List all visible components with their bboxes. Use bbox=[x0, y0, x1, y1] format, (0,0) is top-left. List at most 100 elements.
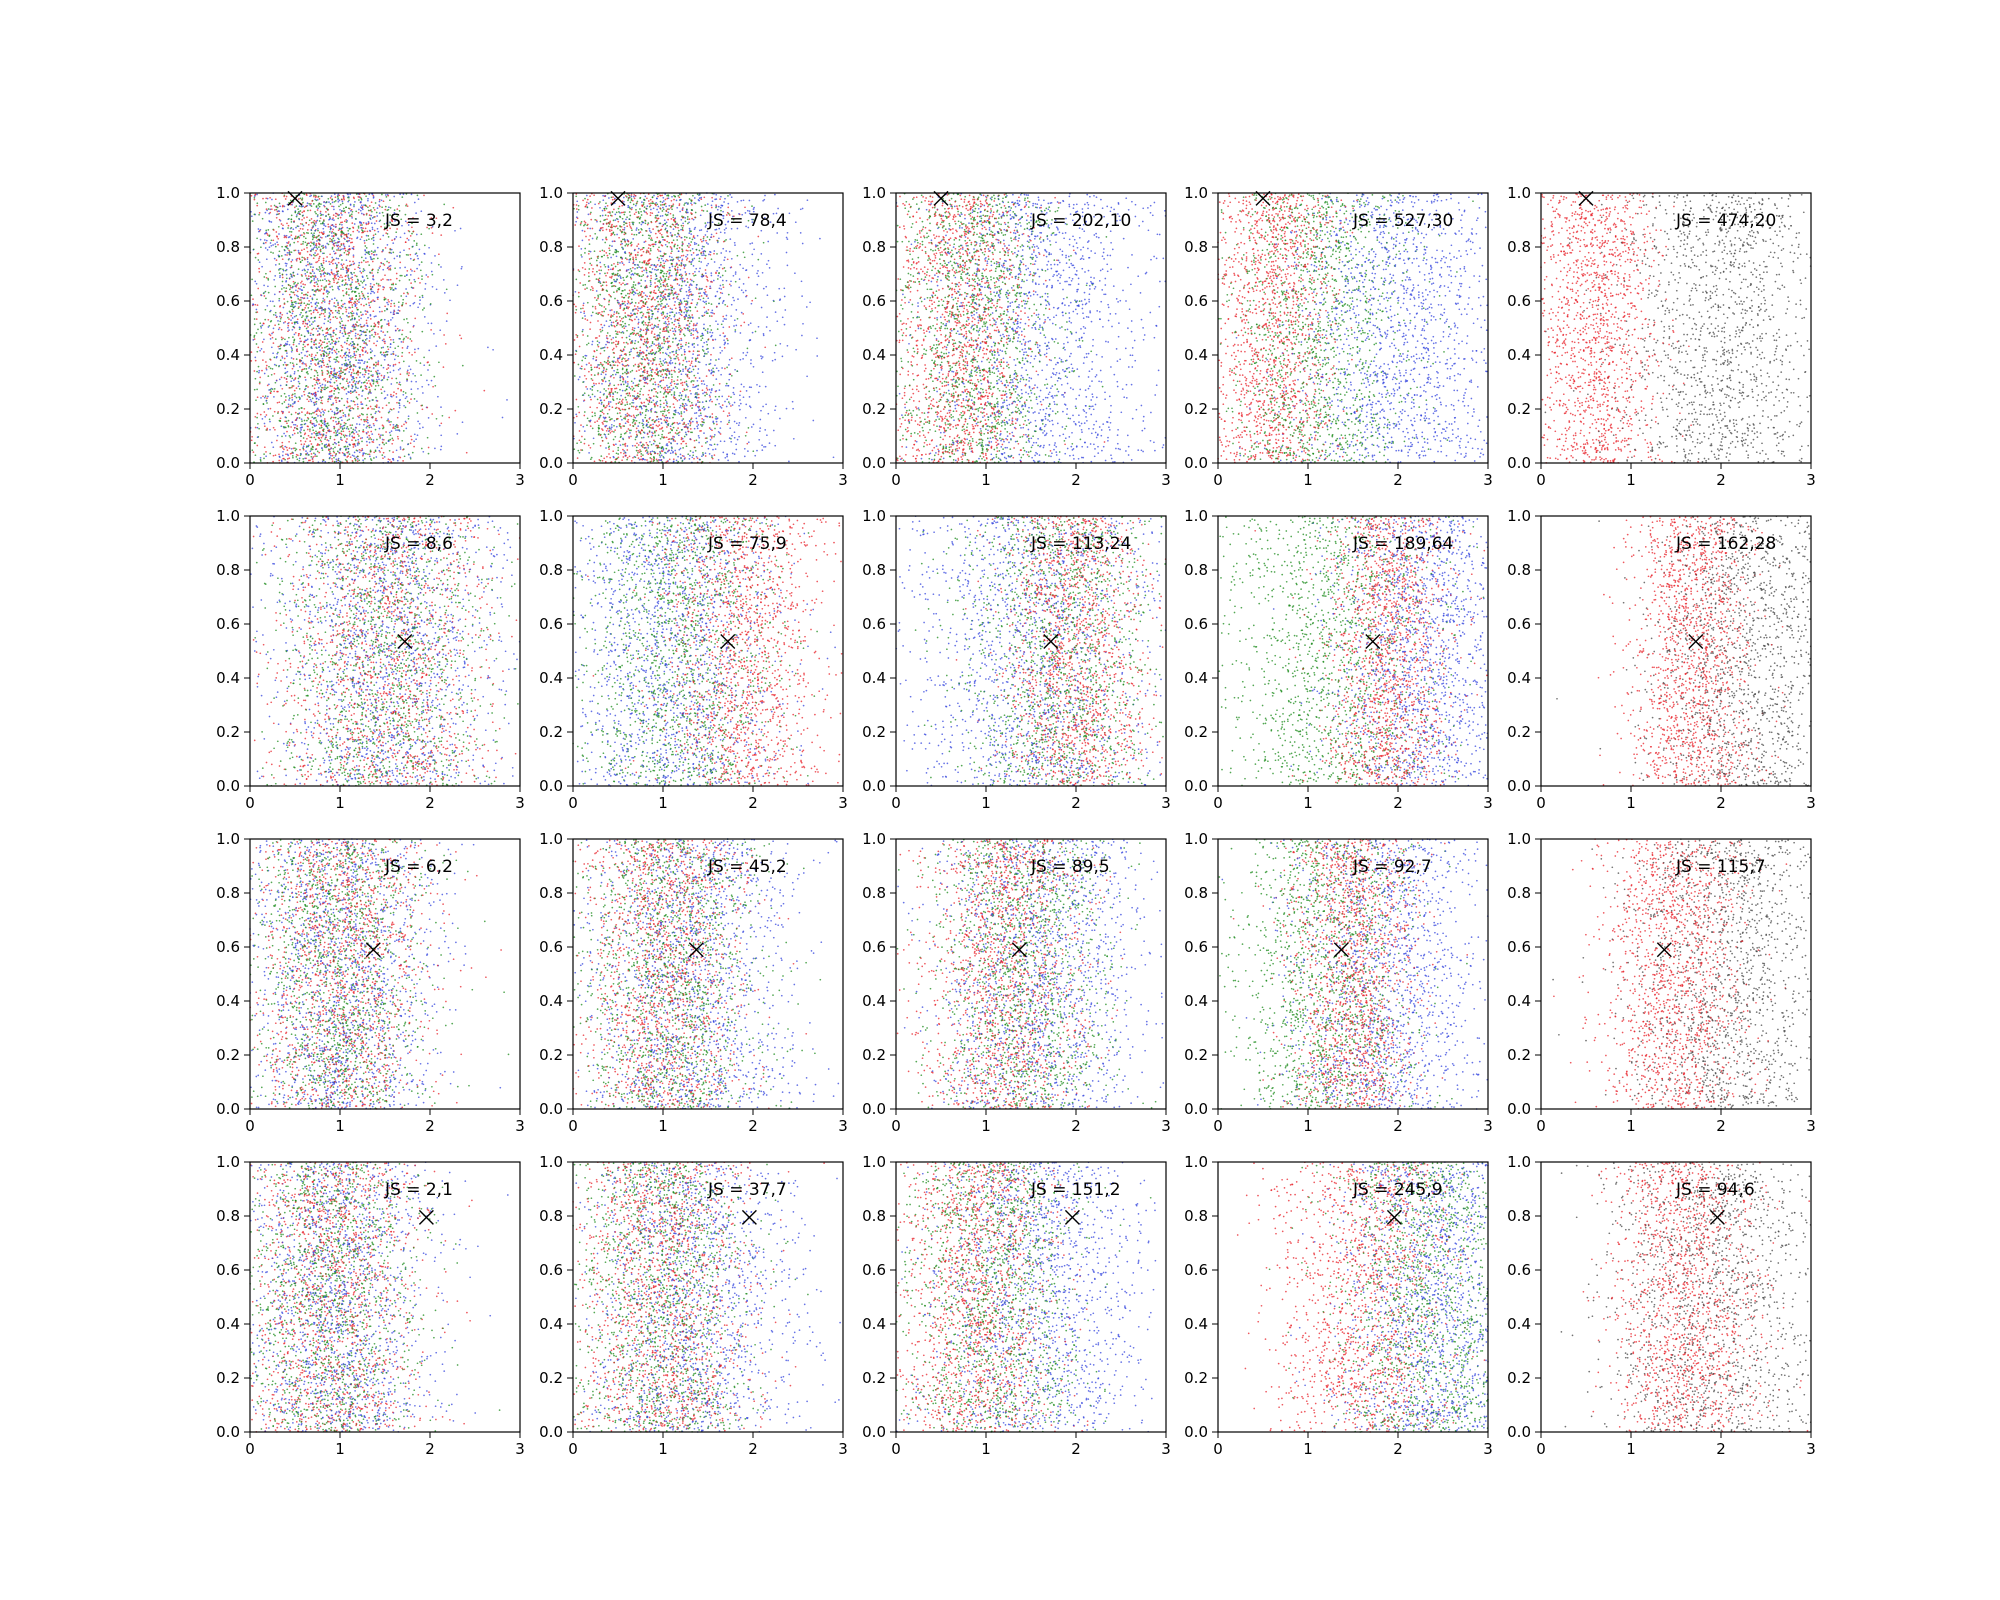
point-red bbox=[304, 307, 306, 309]
point-green bbox=[403, 430, 405, 432]
point-red bbox=[316, 254, 318, 256]
point-red bbox=[305, 305, 307, 307]
point-red bbox=[295, 332, 297, 334]
point-green bbox=[343, 404, 345, 406]
point-blue bbox=[272, 244, 274, 246]
point-blue bbox=[351, 341, 353, 343]
point-red bbox=[323, 262, 325, 264]
point-blue bbox=[387, 320, 389, 322]
point-red bbox=[414, 270, 416, 272]
point-green bbox=[324, 438, 326, 440]
point-blue bbox=[384, 334, 386, 336]
point-blue bbox=[307, 269, 309, 271]
point-blue bbox=[264, 423, 266, 425]
point-green bbox=[405, 407, 407, 409]
point-blue bbox=[417, 434, 419, 436]
point-green bbox=[301, 357, 303, 359]
point-red bbox=[402, 347, 404, 349]
point-blue bbox=[331, 352, 333, 354]
point-green bbox=[287, 375, 289, 377]
point-red bbox=[376, 220, 378, 222]
point-red bbox=[361, 262, 363, 264]
point-red bbox=[402, 329, 404, 331]
point-red bbox=[395, 364, 397, 366]
point-blue bbox=[390, 353, 392, 355]
point-green bbox=[308, 203, 310, 205]
point-red bbox=[344, 247, 346, 249]
point-green bbox=[358, 430, 360, 432]
point-blue bbox=[284, 206, 286, 208]
point-red bbox=[350, 375, 352, 377]
point-green bbox=[347, 250, 349, 252]
point-red bbox=[298, 335, 300, 337]
point-green bbox=[332, 248, 334, 250]
point-blue bbox=[410, 388, 412, 390]
point-red bbox=[318, 259, 320, 261]
point-green bbox=[281, 288, 283, 290]
point-green bbox=[279, 272, 281, 274]
point-red bbox=[324, 315, 326, 317]
point-blue bbox=[374, 355, 376, 357]
point-red bbox=[286, 381, 288, 383]
point-green bbox=[292, 336, 294, 338]
point-green bbox=[386, 196, 388, 198]
point-green bbox=[398, 301, 400, 303]
point-blue bbox=[387, 461, 389, 463]
point-green bbox=[319, 270, 321, 272]
subplot-r1-c1: 0 1 2 30.00.20.40.60.81.0JS = 3,2 bbox=[216, 184, 525, 489]
point-red bbox=[271, 208, 273, 210]
point-green bbox=[308, 418, 310, 420]
point-blue bbox=[364, 270, 366, 272]
point-green bbox=[406, 254, 408, 256]
point-blue bbox=[369, 442, 371, 444]
point-green bbox=[348, 278, 350, 280]
point-blue bbox=[273, 328, 275, 330]
point-green bbox=[291, 231, 293, 233]
point-blue bbox=[345, 416, 347, 418]
point-green bbox=[327, 363, 329, 365]
point-red bbox=[293, 358, 295, 360]
point-blue bbox=[347, 276, 349, 278]
point-blue bbox=[384, 359, 386, 361]
point-green bbox=[373, 381, 375, 383]
point-red bbox=[341, 357, 343, 359]
point-green bbox=[316, 347, 318, 349]
point-green bbox=[297, 370, 299, 372]
point-blue bbox=[314, 357, 316, 359]
point-green bbox=[355, 440, 357, 442]
point-blue bbox=[443, 279, 445, 281]
point-blue bbox=[298, 343, 300, 345]
point-red bbox=[375, 332, 377, 334]
point-green bbox=[343, 434, 345, 436]
point-green bbox=[348, 294, 350, 296]
point-green bbox=[291, 215, 293, 217]
point-green bbox=[402, 302, 404, 304]
point-red bbox=[301, 369, 303, 371]
point-green bbox=[291, 251, 293, 253]
point-blue bbox=[431, 271, 433, 273]
point-green bbox=[274, 305, 276, 307]
point-red bbox=[321, 344, 323, 346]
point-red bbox=[291, 300, 293, 302]
point-blue bbox=[411, 270, 413, 272]
point-red bbox=[384, 343, 386, 345]
point-blue bbox=[259, 350, 261, 352]
point-green bbox=[365, 398, 367, 400]
point-red bbox=[398, 362, 400, 364]
point-green bbox=[316, 421, 318, 423]
point-blue bbox=[285, 435, 287, 437]
point-green bbox=[323, 341, 325, 343]
point-green bbox=[309, 366, 311, 368]
point-blue bbox=[410, 258, 412, 260]
point-blue bbox=[358, 301, 360, 303]
point-blue bbox=[331, 411, 333, 413]
point-blue bbox=[333, 206, 335, 208]
point-red bbox=[398, 383, 400, 385]
point-red bbox=[297, 291, 299, 293]
point-green bbox=[327, 198, 329, 200]
point-red bbox=[324, 299, 326, 301]
point-red bbox=[301, 363, 303, 365]
point-blue bbox=[331, 235, 333, 237]
point-red bbox=[306, 398, 308, 400]
point-red bbox=[265, 361, 267, 363]
